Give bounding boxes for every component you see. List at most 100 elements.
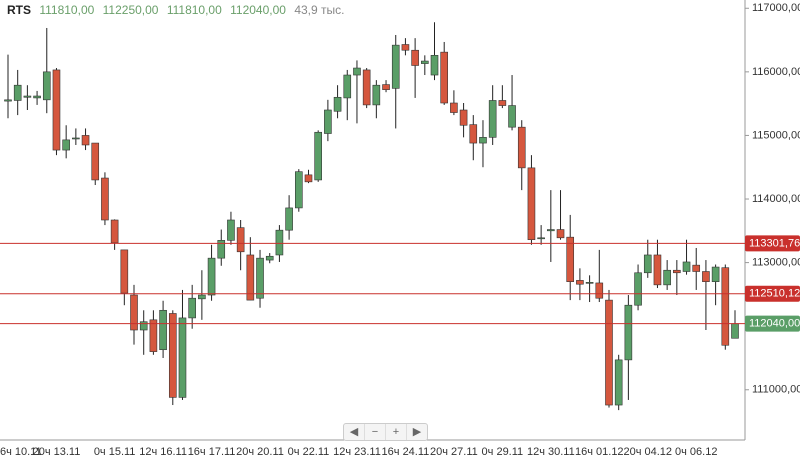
candle-body [566,236,575,282]
candle-body [101,177,109,221]
zoom-out[interactable]: − [365,424,386,440]
candle-body [692,264,701,272]
candle-body [324,109,332,134]
candle-body [643,254,652,274]
candle-body [217,240,226,259]
candle-body [72,137,80,140]
ohlc-value: 111810,00 [166,3,222,17]
candle-body [663,269,671,286]
level-label-box [745,285,800,302]
candle-body [91,142,100,181]
x-tick-label: 16ч 01.12 [575,446,624,458]
candle-body [469,124,478,144]
candle-body [731,323,739,339]
candle-body [711,266,720,282]
candle-body [527,167,536,241]
candle-body [721,267,730,346]
candle-body [333,96,342,112]
candle-body [653,254,662,286]
candle-body [110,219,119,244]
x-tick-label: 20ч 13.11 [33,446,81,458]
candle-body [673,269,681,274]
candle-body [42,71,51,101]
candle-body [450,102,458,113]
candle-body [372,84,381,106]
candle-body [537,237,545,240]
candle-body [585,282,594,284]
candle-body [440,51,449,104]
candle-body [52,69,61,151]
x-tick-label: 16ч 10.11 [0,446,42,458]
candle-body [488,100,497,138]
candle-body [479,137,487,144]
candle-body [62,139,70,151]
candle-body [207,257,216,296]
candle-body [23,95,32,98]
x-tick-label: 16ч 24.11 [382,446,430,458]
candle-body [401,44,410,51]
candle-body [246,254,255,301]
candle-body [556,229,565,239]
candle-body [430,55,439,76]
candle-body [33,95,41,99]
x-tick-label: 20ч 27.11 [430,446,478,458]
y-tick-label: 117000,00 [752,2,800,14]
candle-body [362,69,371,106]
candle-body [227,219,235,241]
candle-body [314,131,322,181]
header: RTS 111810,00 112250,00 111810,00 112040… [4,3,353,17]
ohlc-value: 111810,00 [39,3,95,17]
ohlc-value: 112040,00 [230,3,286,17]
candle-body [498,100,507,106]
level-label: 113301,76 [749,237,800,249]
candle-body [421,60,429,64]
candle-body [411,49,419,66]
candle-body [256,257,264,299]
navigation: ◀ − + ▶ [343,423,428,441]
candle-body [81,135,90,146]
x-tick-label: 20ч 04.12 [623,446,672,458]
candle-body [614,359,623,406]
candle-body [159,309,167,351]
candle-body [634,272,642,306]
candle-body [265,255,274,261]
candle-body [391,44,400,89]
x-tick-label: 16ч 17.11 [188,446,236,458]
volume: 43,9 тыс. [294,3,345,17]
candle-body [624,304,633,361]
candle-body [149,319,158,352]
x-tick-label: 0ч 22.11 [288,446,330,458]
y-tick-label: 116000,00 [752,66,800,78]
candle-body [13,84,22,101]
candle-body [508,105,516,128]
candle-body [353,67,361,76]
candle-body [547,229,555,232]
candle-body [120,249,129,294]
candle-body [517,126,526,169]
candle-body [4,99,12,102]
level-label-box [745,235,800,252]
zoom-in[interactable]: + [386,424,407,440]
x-tick-label: 0ч 06.12 [675,446,717,458]
scroll-left[interactable]: ◀ [344,424,365,440]
candle-body [168,313,177,398]
candle-body [682,261,691,272]
candle-body [294,171,303,209]
x-tick-label: 12ч 16.11 [139,446,187,458]
x-tick-label: 12ч 23.11 [333,446,381,458]
candle-body [605,299,613,406]
y-tick-label: 114000,00 [752,193,800,205]
candle-body [285,207,293,231]
candle-body [139,321,148,331]
candle-body [304,174,313,183]
level-label: 112040,00 [749,318,800,330]
level-label: 112510,12 [749,288,800,300]
scroll-right[interactable]: ▶ [412,426,422,438]
candle-body [459,109,468,126]
candle-body [382,84,390,90]
candle-body [702,271,710,282]
x-tick-label: 12ч 30.11 [527,446,575,458]
candle-body [198,294,206,300]
